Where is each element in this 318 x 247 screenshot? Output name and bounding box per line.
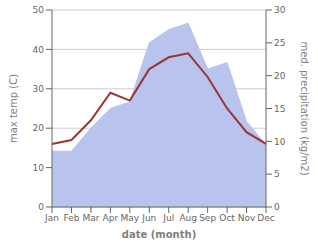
svg-text:Nov: Nov	[238, 213, 256, 223]
svg-text:30: 30	[33, 84, 45, 94]
svg-text:max temp (C): max temp (C)	[8, 74, 19, 143]
svg-text:20: 20	[33, 123, 45, 133]
svg-text:med. precipitation (kg/m2): med. precipitation (kg/m2)	[299, 41, 310, 175]
svg-text:0: 0	[274, 202, 280, 212]
svg-text:10: 10	[274, 137, 286, 147]
svg-text:Sep: Sep	[199, 213, 216, 223]
svg-text:Oct: Oct	[219, 213, 235, 223]
svg-text:20: 20	[274, 71, 286, 81]
svg-text:50: 50	[33, 5, 45, 15]
svg-text:May: May	[121, 213, 140, 223]
svg-text:5: 5	[274, 169, 280, 179]
svg-text:15: 15	[274, 104, 285, 114]
svg-text:Jul: Jul	[162, 213, 174, 223]
svg-text:Mar: Mar	[82, 213, 99, 223]
svg-text:date (month): date (month)	[122, 229, 196, 240]
svg-text:30: 30	[274, 5, 286, 15]
svg-text:Feb: Feb	[63, 213, 79, 223]
svg-text:0: 0	[38, 202, 44, 212]
svg-text:Apr: Apr	[103, 213, 119, 223]
svg-text:Jan: Jan	[44, 213, 59, 223]
svg-text:40: 40	[33, 45, 45, 55]
svg-text:Aug: Aug	[179, 213, 197, 223]
svg-text:Jun: Jun	[141, 213, 156, 223]
svg-text:10: 10	[33, 163, 45, 173]
svg-text:Dec: Dec	[257, 213, 274, 223]
svg-text:25: 25	[274, 38, 285, 48]
